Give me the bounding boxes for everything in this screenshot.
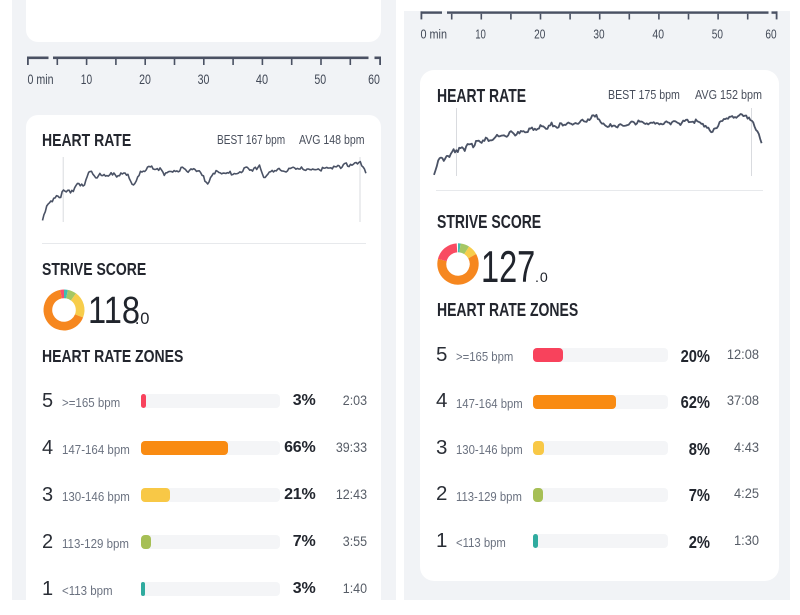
svg-text:0 min: 0 min	[421, 26, 448, 41]
svg-text:10: 10	[475, 26, 486, 41]
svg-text:60: 60	[368, 72, 380, 87]
svg-text:50: 50	[712, 26, 723, 41]
svg-text:40: 40	[256, 72, 268, 87]
svg-text:10: 10	[81, 72, 93, 87]
svg-text:60: 60	[765, 26, 776, 41]
svg-text:40: 40	[652, 26, 664, 41]
svg-text:50: 50	[314, 72, 326, 87]
svg-text:30: 30	[593, 26, 604, 41]
svg-text:30: 30	[198, 72, 210, 87]
svg-text:20: 20	[139, 72, 151, 87]
svg-text:0 min: 0 min	[28, 72, 54, 87]
svg-text:20: 20	[534, 26, 545, 41]
